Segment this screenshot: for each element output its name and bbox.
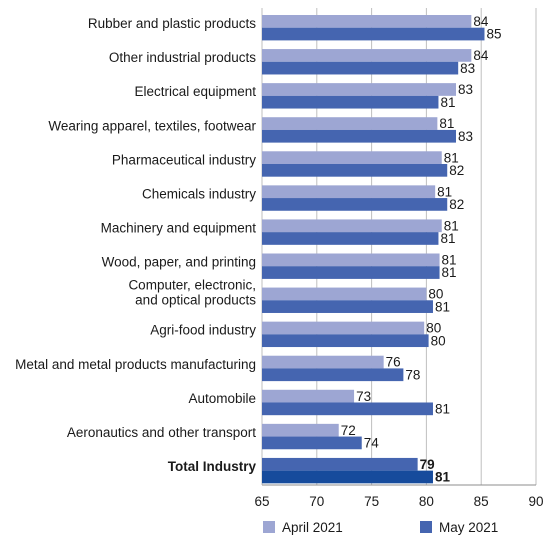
value-label-wearing-apparel-textiles-footwear-may-2021: 83 (458, 129, 473, 144)
value-label-wearing-apparel-textiles-footwear-april-2021: 81 (439, 116, 454, 131)
value-label-automobile-may-2021: 81 (435, 401, 450, 416)
category-label-machinery-and-equipment: Machinery and equipment (101, 220, 257, 235)
value-label-computer-electronic-and-optical-products-may-2021: 81 (435, 299, 450, 314)
bar-wearing-apparel-textiles-footwear-april-2021 (262, 117, 438, 130)
value-label-pharmaceutical-industry-april-2021: 81 (444, 150, 459, 165)
bars (262, 15, 485, 484)
category-label-aeronautics-and-other-transport: Aeronautics and other transport (67, 425, 256, 440)
value-label-aeronautics-and-other-transport-april-2021: 72 (341, 423, 356, 438)
value-label-automobile-april-2021: 73 (356, 389, 371, 404)
bar-total-industry-may-2021 (262, 470, 433, 484)
bar-electrical-equipment-may-2021 (262, 95, 439, 109)
category-labels: Rubber and plastic products Other industr… (15, 16, 256, 474)
x-tick-label-90: 90 (528, 494, 543, 509)
bar-electrical-equipment-april-2021 (262, 83, 456, 96)
value-label-total-industry-may-2021: 81 (435, 470, 451, 485)
bar-rubber-and-plastic-products-april-2021 (262, 15, 472, 28)
bar-machinery-and-equipment-may-2021 (262, 232, 439, 245)
value-label-computer-electronic-and-optical-products-april-2021: 80 (428, 287, 443, 302)
bar-pharmaceutical-industry-april-2021 (262, 151, 442, 164)
bar-aeronautics-and-other-transport-april-2021 (262, 423, 339, 437)
value-label-rubber-and-plastic-products-april-2021: 84 (473, 14, 489, 29)
value-label-metal-and-metal-products-manufacturing-may-2021: 78 (405, 367, 420, 382)
category-label-wood-paper-and-printing: Wood, paper, and printing (102, 255, 256, 270)
bar-automobile-april-2021 (262, 389, 355, 403)
bar-aeronautics-and-other-transport-may-2021 (262, 436, 362, 450)
bar-pharmaceutical-industry-may-2021 (262, 163, 448, 177)
category-label-computer-electronic-and-optical-products: Computer, electronic, and optical product… (128, 278, 256, 308)
x-tick-label-75: 75 (364, 494, 379, 509)
value-label-machinery-and-equipment-april-2021: 81 (444, 218, 459, 233)
value-label-chemicals-industry-may-2021: 82 (449, 197, 464, 212)
value-label-other-industrial-products-april-2021: 84 (473, 48, 489, 63)
value-label-machinery-and-equipment-may-2021: 81 (440, 231, 455, 246)
value-label-agri-food-industry-may-2021: 80 (431, 333, 446, 348)
value-label-electrical-equipment-april-2021: 83 (458, 82, 473, 97)
value-label-rubber-and-plastic-products-may-2021: 85 (486, 27, 501, 42)
legend-swatch-april-2021 (263, 521, 275, 533)
bar-agri-food-industry-april-2021 (262, 321, 425, 335)
bar-chemicals-industry-may-2021 (262, 198, 448, 211)
category-label-metal-and-metal-products-manufacturing: Metal and metal products manufacturing (15, 357, 256, 372)
x-tick-label-80: 80 (419, 494, 434, 509)
category-label-automobile: Automobile (188, 391, 256, 406)
bar-computer-electronic-and-optical-products-april-2021 (262, 287, 427, 301)
bar-metal-and-metal-products-manufacturing-april-2021 (262, 355, 384, 369)
category-label-wearing-apparel-textiles-footwear: Wearing apparel, textiles, footwear (48, 118, 256, 133)
bar-total-industry-april-2021 (262, 457, 418, 471)
bar-wood-paper-and-printing-may-2021 (262, 266, 440, 279)
bar-wood-paper-and-printing-april-2021 (262, 253, 440, 267)
category-label-total-industry: Total Industry (168, 459, 257, 474)
value-label-electrical-equipment-may-2021: 81 (440, 95, 455, 110)
x-tick-label-85: 85 (474, 494, 489, 509)
bar-other-industrial-products-may-2021 (262, 61, 459, 75)
category-label-other-industrial-products: Other industrial products (109, 50, 256, 65)
value-label-pharmaceutical-industry-may-2021: 82 (449, 163, 464, 178)
bar-wearing-apparel-textiles-footwear-may-2021 (262, 129, 456, 143)
bar-chemicals-industry-april-2021 (262, 185, 436, 199)
legend: April 2021 May 2021 (263, 520, 498, 535)
x-axis: 65 70 75 80 85 90 (254, 484, 544, 509)
value-label-metal-and-metal-products-manufacturing-april-2021: 76 (386, 355, 401, 370)
bar-machinery-and-equipment-april-2021 (262, 219, 442, 233)
category-label-chemicals-industry: Chemicals industry (142, 186, 256, 201)
category-label-electrical-equipment: Electrical equipment (134, 84, 256, 99)
value-label-aeronautics-and-other-transport-may-2021: 74 (364, 436, 380, 451)
value-labels: 8485848383818183818281828181818180818080… (341, 14, 502, 485)
x-tick-label-70: 70 (309, 494, 324, 509)
legend-swatch-may-2021 (420, 521, 432, 533)
category-label-agri-food-industry: Agri-food industry (150, 323, 256, 338)
x-tick-label-65: 65 (254, 494, 269, 509)
value-label-wood-paper-and-printing-april-2021: 81 (442, 253, 457, 268)
value-label-wood-paper-and-printing-may-2021: 81 (442, 265, 457, 280)
bar-metal-and-metal-products-manufacturing-may-2021 (262, 368, 404, 382)
legend-label-may-2021: May 2021 (439, 520, 498, 535)
value-label-chemicals-industry-april-2021: 81 (437, 184, 452, 199)
legend-label-april-2021: April 2021 (282, 520, 343, 535)
bar-automobile-may-2021 (262, 402, 433, 416)
bar-rubber-and-plastic-products-may-2021 (262, 27, 485, 41)
bar-computer-electronic-and-optical-products-may-2021 (262, 300, 433, 313)
category-label-pharmaceutical-industry: Pharmaceutical industry (112, 152, 256, 167)
bar-other-industrial-products-april-2021 (262, 49, 472, 62)
bar-agri-food-industry-may-2021 (262, 334, 429, 348)
value-label-agri-food-industry-april-2021: 80 (426, 321, 441, 336)
value-label-other-industrial-products-may-2021: 83 (460, 61, 475, 76)
value-label-total-industry-april-2021: 79 (420, 457, 435, 472)
category-label-rubber-and-plastic-products: Rubber and plastic products (88, 16, 256, 31)
